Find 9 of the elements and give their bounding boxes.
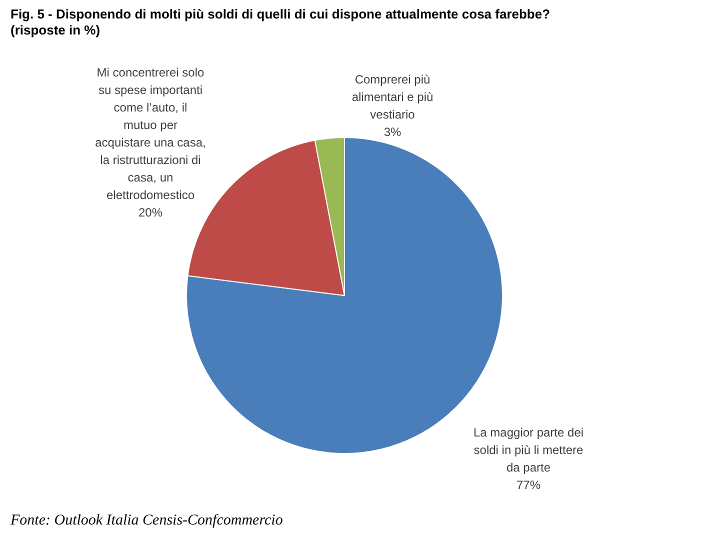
slice-label: Comprerei più alimentari e più vestiario xyxy=(352,72,434,122)
data-label: 77% xyxy=(516,478,541,492)
slice-label: La maggior parte dei soldi in più li mettere da parte xyxy=(473,426,584,474)
chart-title: Fig. 5 - Disponendo di molti più soldi di quelli di cui dispone attualmente cosa farebbe? xyxy=(10,6,550,22)
source-note: Fonte: Outlook Italia Censis-Confcommercio xyxy=(10,512,284,528)
data-label: 20% xyxy=(138,206,163,220)
slice-label: Mi concentrerei solo su spese importanti come l’auto, il mutuo per acquistare una casa, la ristrutturazioni di casa, un elettrodomestico xyxy=(95,66,206,202)
data-label: 3% xyxy=(384,125,402,139)
chart-subtitle: (risposte in %) xyxy=(10,22,100,38)
